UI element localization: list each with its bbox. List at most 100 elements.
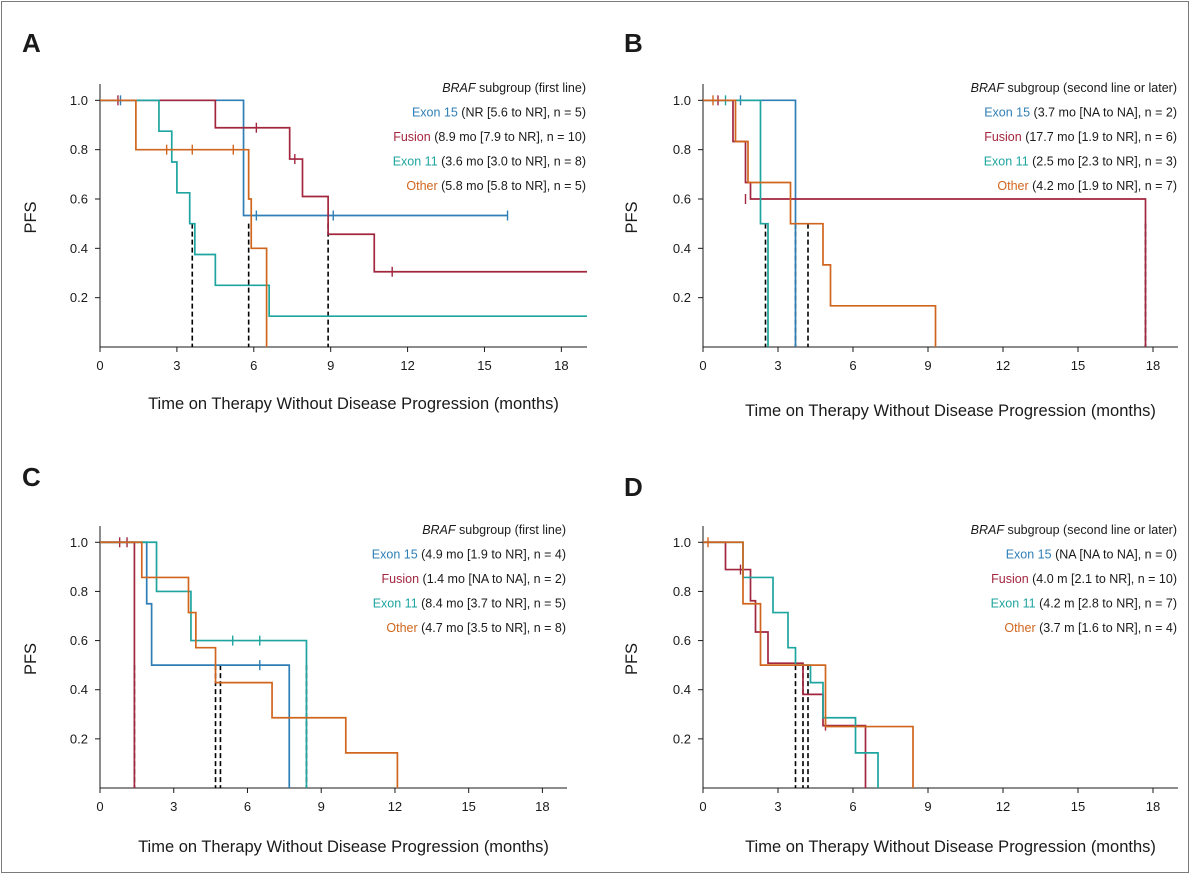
y-tick-label: 0.8 (70, 142, 88, 157)
x-tick-label: 0 (699, 358, 706, 373)
y-tick-label: 0.2 (70, 731, 88, 746)
legend-entry-fusion: Fusion (1.4 mo [NA to NA], n = 2) (382, 572, 566, 586)
y-tick-label: 0.4 (70, 241, 88, 256)
km-curve-other (703, 541, 914, 788)
legend-title-italic: BRAF (442, 81, 477, 95)
y-tick-label: 1.0 (673, 93, 691, 108)
legend-series-detail: (5.8 mo [5.8 to NR], n = 5) (438, 179, 586, 193)
y-tick-label: 0.8 (70, 584, 88, 599)
km-curve-exon11 (703, 99, 769, 347)
y-tick-label: 0.2 (673, 731, 691, 746)
legend-series-name: Other (386, 621, 417, 635)
x-tick-label: 12 (388, 799, 402, 814)
x-tick-label: 15 (1071, 799, 1085, 814)
legend-series-name: Exon 11 (373, 597, 418, 611)
x-tick-label: 0 (96, 358, 103, 373)
legend-entry-fusion: Fusion (4.0 m [2.1 to NR], n = 10) (991, 572, 1177, 586)
legend-series-name: Exon 15 (1006, 548, 1052, 562)
legend-series-name: Exon 11 (984, 155, 1029, 169)
x-tick-label: 15 (1071, 358, 1085, 373)
x-tick-label: 3 (170, 799, 177, 814)
legend-series-name: Exon 11 (991, 597, 1036, 611)
legend-title-rest: subgroup (second line or later) (1004, 81, 1177, 95)
legend-series-detail: (1.4 mo [NA to NA], n = 2) (419, 572, 566, 586)
x-tick-label: 6 (849, 799, 856, 814)
x-axis-label: Time on Therapy Without Disease Progress… (745, 402, 1156, 420)
legend-series-name: Fusion (991, 572, 1029, 586)
y-tick-label: 0.8 (673, 142, 691, 157)
x-axis-label: Time on Therapy Without Disease Progress… (148, 395, 559, 413)
km-curve-other (703, 99, 937, 347)
panel-b: B 0 3 6 9 12 15 18 0.2 0.4 0.6 0.8 1.0 Time on Therap… (623, 28, 1178, 420)
legend-series-detail: (4.2 m [2.8 to NR], n = 7) (1036, 597, 1177, 611)
x-axis-label: Time on Therapy Without Disease Progress… (138, 838, 549, 856)
x-tick-label: 3 (774, 799, 781, 814)
y-tick-label: 0.8 (673, 584, 691, 599)
legend-series-name: Fusion (984, 130, 1022, 144)
x-tick-label: 6 (849, 358, 856, 373)
legend-title: BRAF subgroup (second line or later) (971, 523, 1177, 537)
y-tick-label: 0.6 (70, 633, 88, 648)
km-curve-other (100, 99, 268, 347)
legend-series-detail: (8.4 mo [3.7 to NR], n = 5) (418, 597, 566, 611)
legend-title-italic: BRAF (971, 523, 1006, 537)
legend-series-detail: (4.9 mo [1.9 to NR], n = 4) (418, 548, 566, 562)
y-axis-label: PFS (623, 201, 641, 233)
x-tick-label: 15 (461, 799, 475, 814)
km-curve-fusion (703, 99, 1147, 347)
legend-series-name: Fusion (393, 130, 431, 144)
x-tick-label: 18 (1146, 358, 1160, 373)
x-tick-label: 3 (173, 358, 180, 373)
panel-c: C 0 3 6 9 12 15 18 0.2 0.4 0.6 0.8 1.0 Time on Therap… (22, 462, 567, 856)
y-axis-label: PFS (623, 643, 641, 675)
km-curve-other (100, 541, 399, 788)
x-tick-label: 18 (535, 799, 549, 814)
legend-entry-exon15: Exon 15 (NR [5.6 to NR], n = 5) (412, 106, 586, 120)
x-tick-label: 6 (250, 358, 257, 373)
y-tick-label: 0.4 (673, 241, 691, 256)
legend-entry-other: Other (4.7 mo [3.5 to NR], n = 8) (386, 621, 566, 635)
legend-entry-exon15: Exon 15 (3.7 mo [NA to NA], n = 2) (984, 106, 1177, 120)
legend-title: BRAF subgroup (second line or later) (971, 81, 1177, 95)
y-tick-label: 0.2 (70, 290, 88, 305)
legend-title-rest: subgroup (first line) (476, 81, 586, 95)
legend-series-name: Other (406, 179, 437, 193)
x-tick-label: 9 (924, 799, 931, 814)
legend-title-italic: BRAF (422, 523, 457, 537)
legend-series-detail: (3.6 mo [3.0 to NR], n = 8) (438, 155, 586, 169)
legend-series-detail: (NA [NA to NA], n = 0) (1052, 548, 1177, 562)
panel-letter-c: C (22, 462, 41, 492)
x-tick-label: 12 (400, 358, 414, 373)
legend-series-detail: (17.7 mo [1.9 to NR], n = 6) (1022, 130, 1177, 144)
legend-series-detail: (3.7 m [1.6 to NR], n = 4) (1036, 621, 1177, 635)
km-curve-fusion (100, 99, 587, 273)
legend-series-name: Exon 15 (412, 106, 458, 120)
panel-a: A 0 3 6 9 12 15 18 0.2 0.4 0.6 0.8 1.0 Time on Therap… (22, 28, 587, 413)
x-tick-label: 6 (244, 799, 251, 814)
legend-series-detail: (NR [5.6 to NR], n = 5) (458, 106, 586, 120)
y-tick-label: 1.0 (70, 535, 88, 550)
legend-title-rest: subgroup (first line) (456, 523, 566, 537)
legend-series-name: Other (1004, 621, 1035, 635)
legend-entry-other: Other (5.8 mo [5.8 to NR], n = 5) (406, 179, 586, 193)
panel-letter-b: B (624, 28, 643, 58)
legend-series-detail: (8.9 mo [7.9 to NR], n = 10) (431, 130, 586, 144)
legend-entry-exon11: Exon 11 (8.4 mo [3.7 to NR], n = 5) (373, 597, 566, 611)
legend-title-rest: subgroup (second line or later) (1004, 523, 1177, 537)
y-tick-label: 0.2 (673, 290, 691, 305)
legend-series-name: Fusion (382, 572, 420, 586)
legend-entry-exon11: Exon 11 (2.5 mo [2.3 to NR], n = 3) (984, 155, 1177, 169)
legend-title: BRAF subgroup (first line) (422, 523, 566, 537)
panel-letter-a: A (22, 28, 41, 58)
x-tick-label: 0 (96, 799, 103, 814)
y-axis-label: PFS (22, 643, 40, 675)
x-tick-label: 9 (318, 799, 325, 814)
y-tick-label: 0.4 (70, 682, 88, 697)
legend-entry-exon11: Exon 11 (3.6 mo [3.0 to NR], n = 8) (393, 155, 586, 169)
km-curve-exon11 (100, 541, 308, 788)
y-tick-label: 0.6 (673, 192, 691, 207)
legend-entry-exon15: Exon 15 (4.9 mo [1.9 to NR], n = 4) (372, 548, 566, 562)
x-tick-label: 9 (327, 358, 334, 373)
x-axis-label: Time on Therapy Without Disease Progress… (745, 838, 1156, 856)
